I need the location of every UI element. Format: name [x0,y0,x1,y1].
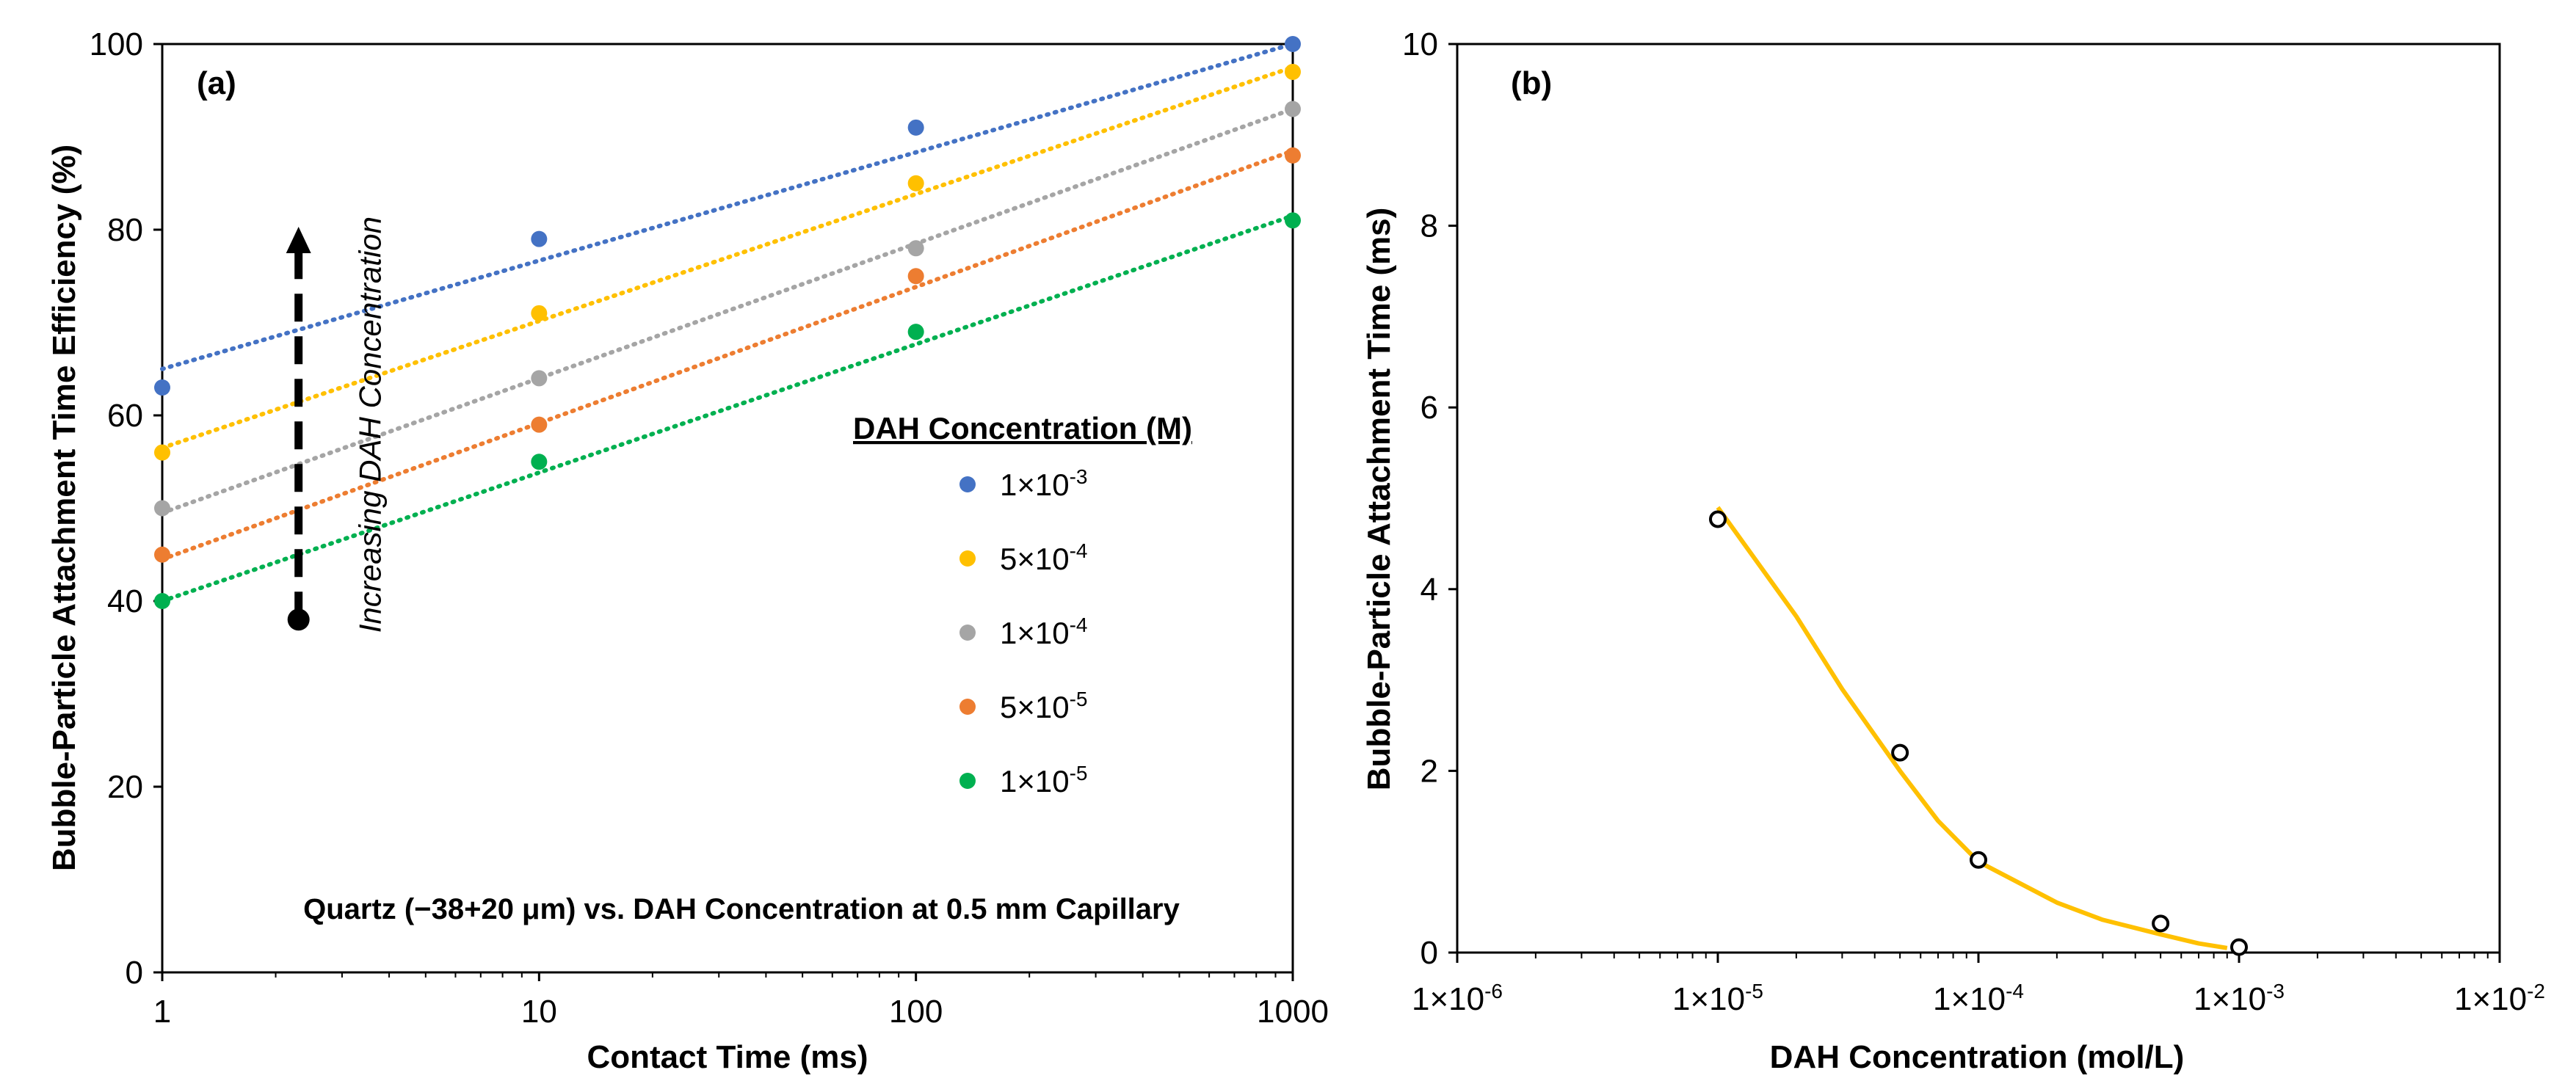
x-tick-label-a: 10 [521,994,557,1030]
data-points-b [1709,510,2248,956]
y-axis-ticks-a: 0 20 40 60 80 100 [90,26,162,991]
legend-entry-2: 1×10-4 [1000,614,1088,650]
data-point-s2-2 [907,240,924,257]
data-point-s4-2 [907,324,924,341]
data-point-s2-1 [531,370,548,387]
y-tick-label-a: 40 [107,583,143,619]
legend-marker-3 [959,699,976,715]
data-point-s4-3 [1285,212,1301,229]
x-axis-ticks-a: 1 10 100 1000 [153,972,1329,1030]
data-point-s0-3 [1285,36,1301,52]
x-axis-label-a: Contact Time (ms) [587,1039,868,1075]
data-point-s4-0 [154,593,170,609]
panel-b: 0 2 4 6 8 10 1×10-6 1×10-5 1×10-4 1×10-3 1×10-2 (… [1361,26,2545,1075]
data-point-b-3 [2152,914,2170,933]
data-points-a [154,36,1301,609]
legend-marker-0 [959,476,976,492]
trendline-0 [160,42,1295,371]
x-tick-label-b: 1×10-4 [1933,980,2024,1017]
arrow-tail-dot [287,608,310,631]
data-point-s3-3 [1285,147,1301,164]
x-tick-label-b: 1×10-2 [2454,980,2545,1017]
y-axis-label-b: Bubble-Particle Attachment Time (ms) [1361,208,1397,791]
panel-label-b: (b) [1511,65,1552,101]
panel-a: 0 20 40 60 80 100 1 10 100 1000 (a) Contact Time… [46,26,1329,1075]
data-point-s3-2 [907,268,924,285]
y-tick-label-a: 0 [126,955,143,991]
x-tick-label-a: 1 [153,994,171,1030]
trendline-4 [160,214,1295,603]
trendline-3 [160,148,1295,562]
y-tick-label-a: 60 [107,398,143,434]
plot-area-b [1456,43,2501,954]
x-tick-label-b: 1×10-6 [1412,980,1503,1017]
legend-entry-3: 5×10-5 [1000,688,1088,724]
trendlines-a [160,42,1295,603]
y-tick-label-b: 10 [1402,26,1438,62]
data-point-s3-1 [531,416,548,433]
y-tick-label-b: 0 [1421,935,1438,971]
data-point-s3-0 [154,546,170,563]
data-point-s2-0 [154,500,170,517]
plot-area-a [161,43,1294,974]
y-axis-label-a: Bubble-Particle Attachment Time Efficien… [46,145,82,871]
legend-entry-0: 1×10-3 [1000,465,1088,502]
y-tick-label-b: 8 [1421,208,1438,244]
x-axis-label-b: DAH Concentration (mol/L) [1770,1039,2185,1075]
y-tick-label-a: 100 [90,26,143,62]
caption-a: Quartz (−38+20 μm) vs. DAH Concentration… [303,893,1180,925]
data-point-s1-2 [907,175,924,192]
y-tick-label-b: 4 [1421,572,1438,608]
y-tick-label-a: 20 [107,769,143,805]
legend-a: DAH Concentration (M) 1×10-3 5×10-4 1×10-4… [853,411,1192,798]
trendline-2 [160,106,1295,515]
panel-label-a: (a) [197,65,236,101]
x-tick-label-a: 1000 [1257,994,1329,1030]
x-tick-label-b: 1×10-3 [2194,980,2285,1017]
trendline-1 [160,65,1295,451]
x-tick-label-b: 1×10-5 [1672,980,1763,1017]
y-tick-label-b: 6 [1421,390,1438,426]
data-point-s0-0 [154,379,170,396]
legend-entry-1: 5×10-4 [1000,539,1088,576]
increasing-arrow [286,227,311,631]
legend-marker-2 [959,625,976,641]
x-tick-label-a: 100 [889,994,943,1030]
legend-title: DAH Concentration (M) [853,411,1192,445]
legend-marker-4 [959,773,976,789]
data-point-s0-2 [907,119,924,136]
y-tick-label-a: 80 [107,212,143,248]
data-point-s0-1 [531,230,548,247]
data-point-b-1 [1891,743,1909,762]
data-point-b-4 [2230,938,2248,956]
y-tick-label-b: 2 [1421,753,1438,789]
data-point-s1-1 [531,305,548,321]
data-point-b-0 [1709,510,1727,528]
legend-entry-4: 1×10-5 [1000,762,1088,798]
data-point-b-2 [1970,851,1987,869]
legend-marker-1 [959,550,976,567]
data-point-s2-3 [1285,101,1301,117]
x-axis-ticks-b: 1×10-6 1×10-5 1×10-4 1×10-3 1×10-2 [1412,953,2545,1017]
data-point-s4-1 [531,454,548,470]
data-point-s1-3 [1285,63,1301,80]
arrow-head [286,227,311,253]
arrow-label: Increasing DAH Concentration [353,216,388,633]
y-axis-ticks-b: 0 2 4 6 8 10 [1402,26,1457,971]
data-point-s1-0 [154,444,170,461]
